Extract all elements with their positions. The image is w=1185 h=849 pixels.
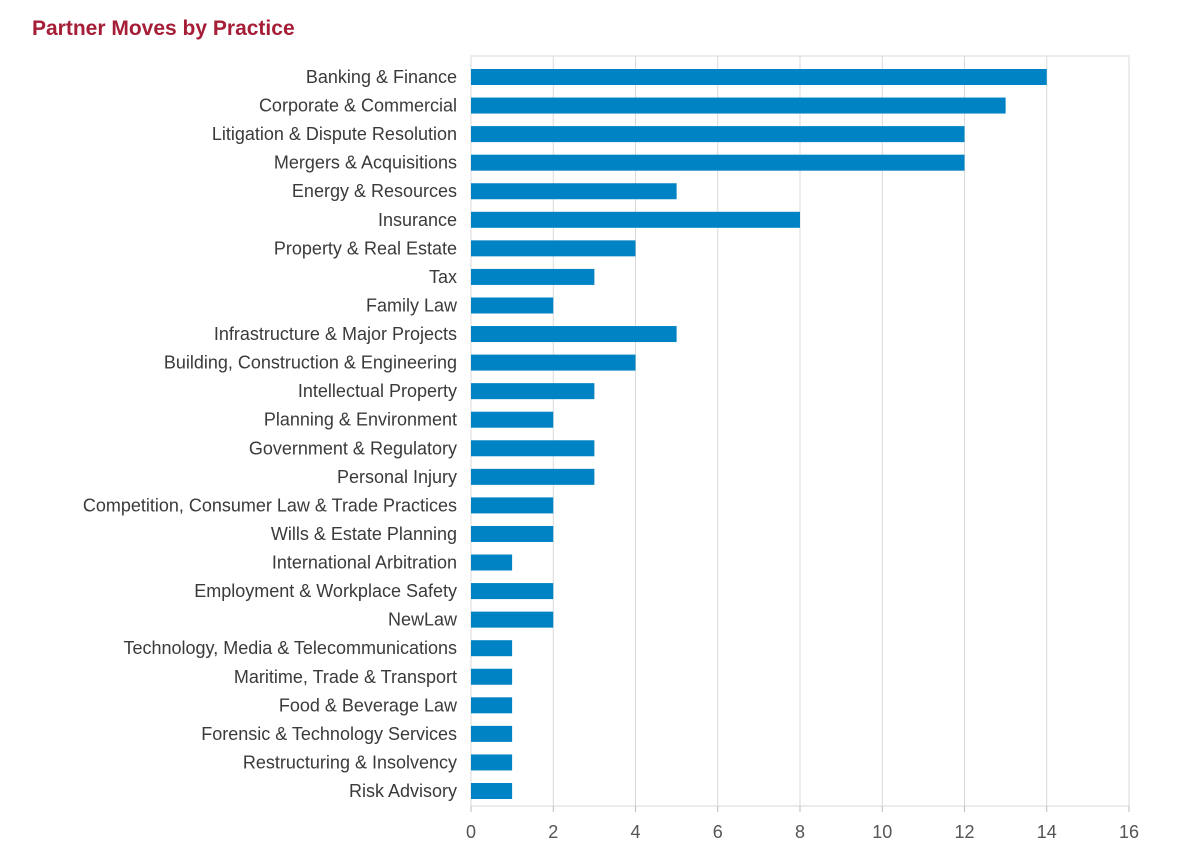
bar <box>471 468 595 485</box>
bar <box>471 754 513 771</box>
category-label: Restructuring & Insolvency <box>243 752 457 772</box>
bar <box>471 440 595 457</box>
bar <box>471 697 513 714</box>
category-label: Litigation & Dispute Resolution <box>212 124 457 144</box>
category-label: Banking & Finance <box>306 67 457 87</box>
category-label: Maritime, Trade & Transport <box>234 667 457 687</box>
category-label: Family Law <box>366 295 458 315</box>
bar <box>471 640 513 657</box>
x-tick-label: 12 <box>954 822 974 842</box>
x-tick-label: 6 <box>713 822 723 842</box>
category-label: Energy & Resources <box>292 181 457 201</box>
category-label: Planning & Environment <box>264 410 457 430</box>
bar <box>471 211 800 228</box>
bar <box>471 611 554 628</box>
category-label: Intellectual Property <box>298 381 457 401</box>
category-label: Building, Construction & Engineering <box>164 353 457 373</box>
bar <box>471 725 513 742</box>
category-label: Food & Beverage Law <box>279 695 458 715</box>
category-label: Insurance <box>378 210 457 230</box>
bar <box>471 97 1006 114</box>
bar <box>471 383 595 400</box>
bar <box>471 783 513 799</box>
bar <box>471 354 636 371</box>
bar <box>471 154 965 171</box>
x-tick-label: 2 <box>548 822 558 842</box>
category-label: Wills & Estate Planning <box>271 524 457 544</box>
bar <box>471 268 595 285</box>
x-tick-label: 0 <box>466 822 476 842</box>
bar <box>471 326 677 343</box>
bar <box>471 554 513 571</box>
bar <box>471 583 554 600</box>
x-tick-label: 8 <box>795 822 805 842</box>
category-label: Property & Real Estate <box>274 238 457 258</box>
bar <box>471 240 636 257</box>
category-label: Risk Advisory <box>349 781 457 801</box>
category-label: International Arbitration <box>272 553 457 573</box>
bar <box>471 525 554 542</box>
bar <box>471 126 965 143</box>
category-label: Corporate & Commercial <box>259 96 457 116</box>
bar <box>471 69 1047 85</box>
bar <box>471 497 554 514</box>
chart-title: Partner Moves by Practice <box>32 17 295 40</box>
category-label: NewLaw <box>388 610 458 630</box>
x-tick-label: 14 <box>1037 822 1057 842</box>
category-label: Government & Regulatory <box>249 438 457 458</box>
bar <box>471 297 554 314</box>
category-label: Mergers & Acquisitions <box>274 153 457 173</box>
bar <box>471 411 554 428</box>
category-label: Tax <box>429 267 457 287</box>
category-label: Infrastructure & Major Projects <box>214 324 457 344</box>
category-label: Employment & Workplace Safety <box>194 581 457 601</box>
category-label: Technology, Media & Telecommunications <box>123 638 457 658</box>
x-tick-label: 16 <box>1119 822 1139 842</box>
category-label: Competition, Consumer Law & Trade Practi… <box>83 495 457 515</box>
category-label: Forensic & Technology Services <box>201 724 457 744</box>
bar <box>471 183 677 200</box>
x-tick-label: 10 <box>872 822 892 842</box>
x-tick-label: 4 <box>630 822 640 842</box>
bar <box>471 668 513 685</box>
category-label: Personal Injury <box>337 467 457 487</box>
